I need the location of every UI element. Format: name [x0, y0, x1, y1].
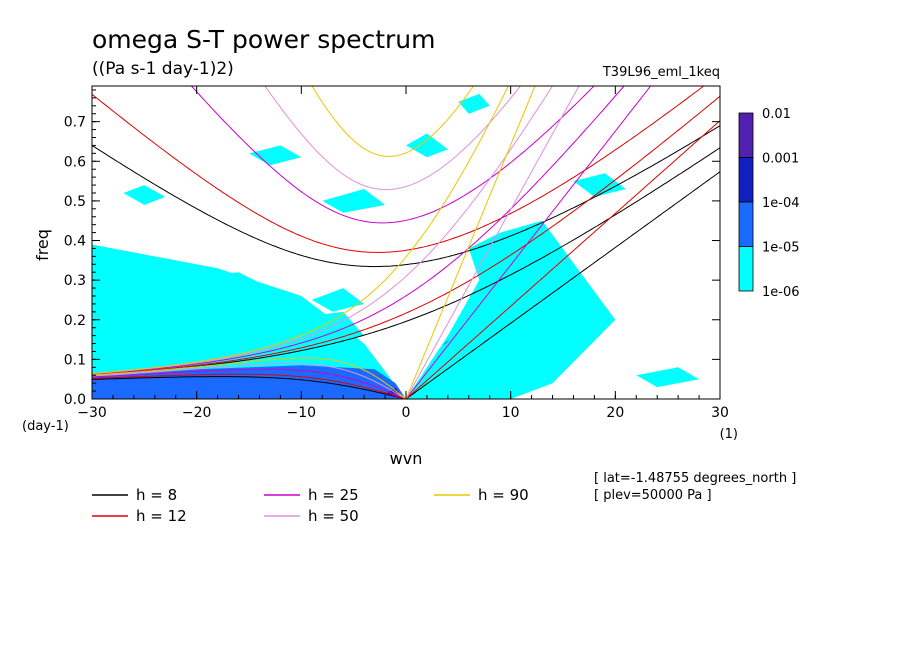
dispersion-curve-h12-ig1 — [92, 86, 705, 253]
colorbar-label: 1e-04 — [762, 196, 800, 211]
contour-region-1e-06 — [636, 367, 700, 388]
dispersion-curve-h50-rossby1 — [92, 363, 407, 399]
x-tick-label: 0 — [402, 405, 411, 421]
contour-region-1e-06 — [458, 93, 490, 114]
dispersion-curve-h8-rossby1 — [92, 376, 406, 399]
y-unit-label: (day-1) — [22, 419, 69, 434]
x-tick-label: −30 — [77, 405, 107, 421]
legend-item: h = 12 — [92, 507, 187, 525]
contour-region-1e-04 — [442, 338, 450, 346]
y-tick-label: 0.1 — [64, 352, 86, 368]
dispersion-curve-h90-mrg — [92, 86, 509, 374]
colorbar-band — [738, 112, 754, 158]
y-tick-label: 0.2 — [64, 313, 86, 329]
dispersion-curve-h90-ig1 — [311, 86, 475, 157]
colorbar-band — [738, 246, 754, 292]
legend-label: h = 50 — [308, 507, 359, 525]
x-axis-ticks: −30 −20 −10 0 10 20 30 — [77, 86, 729, 421]
contour-region-1e-06 — [196, 311, 365, 360]
dispersion-curve-h25-mrg — [92, 86, 625, 375]
x-tick-label: 20 — [606, 405, 624, 421]
colorbar-label: 0.01 — [762, 107, 791, 122]
contour-region-1e-06 — [112, 327, 176, 352]
contour-region-1e-06 — [406, 133, 448, 158]
colorbar-band — [738, 201, 754, 247]
y-tick-label: 0.7 — [64, 115, 86, 131]
colorbar-band — [738, 157, 754, 203]
legend-label: h = 90 — [478, 486, 529, 504]
contour-region-1e-06 — [92, 244, 406, 399]
dispersion-series-h12 — [92, 86, 720, 399]
plot-area: −30 −20 −10 0 10 20 30 0.00.10.20.30.40.50.60.… — [64, 85, 729, 421]
chart-title: omega S-T power spectrum — [92, 25, 436, 54]
contour-region-1e-06 — [311, 288, 365, 312]
chart-subtitle: ((Pa s-1 day-1)2) — [92, 59, 234, 79]
dispersion-curve-h25-rossby1 — [92, 368, 406, 399]
legend-label: h = 25 — [308, 486, 359, 504]
contour-region-1e-06 — [123, 185, 166, 205]
y-tick-label: 0.0 — [64, 392, 86, 408]
dispersion-curves-group — [92, 86, 720, 399]
legend-item: h = 8 — [92, 486, 177, 504]
dispersion-curve-h25-kelvin — [405, 86, 652, 399]
contour-region-1e-06 — [406, 220, 616, 399]
dispersion-curve-h90-kelvin — [405, 86, 536, 399]
dispersion-curve-h8-kelvin — [405, 171, 720, 399]
y-tick-label: 0.5 — [64, 194, 86, 210]
legend: h = 8 h = 12 h = 25 h = 50 h = 90 — [92, 486, 529, 525]
contour-fill-group — [92, 93, 700, 399]
x-tick-label: 10 — [502, 405, 520, 421]
colorbar-label: 0.001 — [762, 152, 799, 167]
contour-region-1e-06 — [531, 319, 595, 344]
dispersion-curve-h50-kelvin — [405, 86, 580, 399]
plev-annotation: [ plev=50000 Pa ] — [594, 488, 712, 503]
contour-region-1e-06 — [175, 272, 270, 296]
y-tick-label: 0.4 — [64, 234, 86, 250]
dispersion-series-h90 — [92, 86, 536, 399]
x-tick-label: 30 — [711, 405, 729, 421]
contour-region-1e-06 — [573, 173, 626, 197]
x-axis-label: wvn — [390, 449, 423, 468]
y-tick-label: 0.3 — [64, 273, 86, 289]
dispersion-curve-h12-kelvin — [405, 120, 720, 399]
legend-item: h = 50 — [264, 507, 359, 525]
contour-region-1e-06 — [249, 145, 302, 166]
legend-item: h = 90 — [434, 486, 529, 504]
colorbar-label: 1e-06 — [762, 285, 800, 300]
legend-label: h = 8 — [136, 486, 177, 504]
legend-label: h = 12 — [136, 507, 187, 525]
y-axis-label: freq — [33, 229, 52, 261]
x-tick-label: −10 — [287, 405, 317, 421]
colorbar: 0.01 0.001 1e-04 1e-05 1e-06 — [738, 107, 800, 300]
run-label: T39L96_eml_1keq — [602, 65, 720, 80]
y-axis-ticks: 0.0 0.1 0.2 0.3 0.4 0.5 0.6 0.7 — [64, 89, 720, 408]
dispersion-curve-h90-rossby1 — [92, 357, 407, 399]
dispersion-series-h50 — [92, 86, 580, 399]
x-unit-label: (1) — [720, 427, 738, 442]
contour-region-1e-06 — [322, 189, 386, 213]
y-tick-label: 0.6 — [64, 154, 86, 170]
x-tick-label: −20 — [182, 405, 212, 421]
colorbar-label: 1e-05 — [762, 241, 800, 256]
legend-item: h = 25 — [264, 486, 359, 504]
dispersion-curve-h50-ig1 — [264, 86, 522, 191]
dispersion-curve-h12-rossby1 — [92, 373, 406, 399]
dispersion-curve-h50-mrg — [92, 86, 553, 375]
dispersion-curve-h12-mrg — [92, 95, 720, 376]
lat-annotation: [ lat=-1.48755 degrees_north ] — [594, 471, 796, 486]
dispersion-curve-h8-ig1 — [92, 125, 720, 268]
